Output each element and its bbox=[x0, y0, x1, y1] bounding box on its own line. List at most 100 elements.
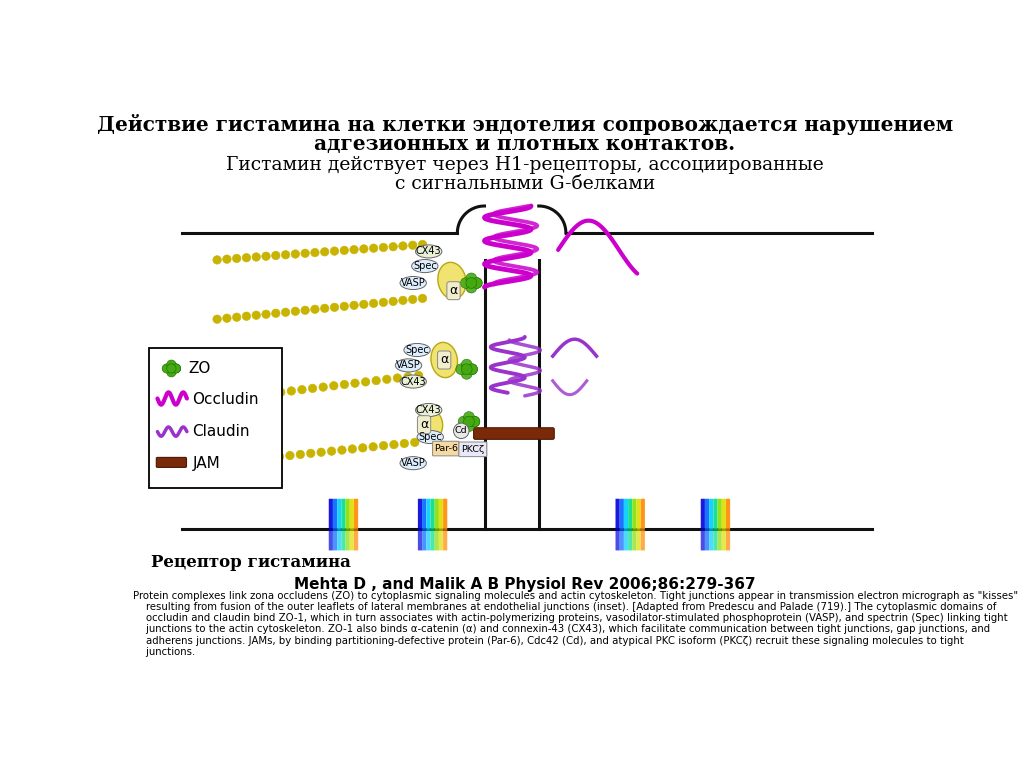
Text: VASP: VASP bbox=[400, 278, 426, 288]
Text: PKCζ: PKCζ bbox=[462, 445, 484, 454]
Circle shape bbox=[361, 377, 370, 386]
FancyBboxPatch shape bbox=[333, 528, 337, 551]
FancyBboxPatch shape bbox=[459, 442, 486, 456]
FancyBboxPatch shape bbox=[430, 499, 434, 529]
Circle shape bbox=[233, 457, 243, 466]
FancyBboxPatch shape bbox=[345, 499, 350, 529]
Ellipse shape bbox=[412, 259, 438, 272]
FancyBboxPatch shape bbox=[718, 499, 722, 529]
Circle shape bbox=[296, 450, 304, 459]
FancyBboxPatch shape bbox=[474, 428, 554, 439]
Circle shape bbox=[310, 305, 319, 314]
Circle shape bbox=[340, 246, 348, 255]
Text: CX43: CX43 bbox=[416, 405, 441, 415]
Text: с сигнальными G-белками: с сигнальными G-белками bbox=[394, 175, 655, 193]
Circle shape bbox=[469, 416, 480, 427]
Circle shape bbox=[213, 396, 221, 404]
Circle shape bbox=[232, 313, 241, 321]
Circle shape bbox=[461, 278, 471, 288]
FancyBboxPatch shape bbox=[337, 499, 341, 529]
FancyBboxPatch shape bbox=[637, 528, 641, 551]
Text: Claudin: Claudin bbox=[193, 424, 250, 439]
Text: VASP: VASP bbox=[396, 360, 421, 370]
Circle shape bbox=[418, 295, 427, 303]
Circle shape bbox=[330, 247, 339, 255]
Circle shape bbox=[245, 392, 253, 400]
Text: α: α bbox=[420, 418, 428, 431]
Circle shape bbox=[466, 273, 477, 284]
Text: VASP: VASP bbox=[400, 458, 426, 468]
Circle shape bbox=[255, 390, 264, 399]
Text: Occludin: Occludin bbox=[193, 392, 259, 407]
Circle shape bbox=[411, 438, 419, 446]
Ellipse shape bbox=[400, 276, 426, 290]
Circle shape bbox=[213, 315, 221, 324]
Circle shape bbox=[454, 423, 469, 439]
Circle shape bbox=[282, 251, 290, 259]
FancyBboxPatch shape bbox=[435, 528, 439, 551]
Text: ZO: ZO bbox=[188, 361, 211, 376]
Circle shape bbox=[464, 421, 474, 432]
Ellipse shape bbox=[431, 342, 458, 377]
Circle shape bbox=[400, 439, 409, 448]
Circle shape bbox=[469, 416, 480, 427]
Circle shape bbox=[379, 442, 388, 450]
FancyBboxPatch shape bbox=[628, 499, 632, 529]
Text: junctions to the actin cytoskeleton. ZO-1 also binds α-catenin (α) and connexin-: junctions to the actin cytoskeleton. ZO-… bbox=[133, 624, 990, 634]
Text: CX43: CX43 bbox=[416, 246, 441, 256]
Circle shape bbox=[301, 249, 309, 258]
FancyBboxPatch shape bbox=[633, 499, 637, 529]
Ellipse shape bbox=[418, 410, 442, 440]
FancyBboxPatch shape bbox=[329, 499, 333, 529]
FancyBboxPatch shape bbox=[350, 528, 354, 551]
FancyBboxPatch shape bbox=[722, 528, 726, 551]
Circle shape bbox=[370, 299, 378, 308]
Ellipse shape bbox=[416, 403, 442, 416]
Circle shape bbox=[389, 242, 397, 251]
Circle shape bbox=[291, 307, 300, 315]
Circle shape bbox=[222, 255, 231, 263]
FancyBboxPatch shape bbox=[637, 499, 641, 529]
Circle shape bbox=[275, 453, 284, 461]
Circle shape bbox=[393, 374, 401, 382]
Circle shape bbox=[418, 240, 427, 249]
Circle shape bbox=[262, 310, 270, 318]
FancyBboxPatch shape bbox=[432, 441, 459, 456]
FancyBboxPatch shape bbox=[615, 499, 620, 529]
Circle shape bbox=[351, 379, 359, 387]
Circle shape bbox=[271, 309, 281, 318]
Circle shape bbox=[321, 304, 329, 312]
FancyBboxPatch shape bbox=[354, 528, 358, 551]
Ellipse shape bbox=[403, 344, 430, 357]
Circle shape bbox=[167, 364, 176, 373]
Circle shape bbox=[222, 314, 231, 322]
FancyBboxPatch shape bbox=[435, 499, 439, 529]
Circle shape bbox=[415, 371, 423, 380]
FancyBboxPatch shape bbox=[422, 528, 426, 551]
Text: Действие гистамина на клетки эндотелия сопровождается нарушением: Действие гистамина на клетки эндотелия с… bbox=[96, 114, 953, 134]
Ellipse shape bbox=[400, 375, 426, 388]
Circle shape bbox=[167, 367, 176, 377]
Circle shape bbox=[255, 455, 263, 463]
Circle shape bbox=[464, 416, 474, 427]
Circle shape bbox=[471, 278, 482, 288]
FancyBboxPatch shape bbox=[333, 499, 337, 529]
FancyBboxPatch shape bbox=[641, 528, 645, 551]
Circle shape bbox=[213, 459, 221, 467]
Text: CX43: CX43 bbox=[400, 377, 426, 387]
Circle shape bbox=[252, 311, 260, 320]
Text: адгезионных и плотных контактов.: адгезионных и плотных контактов. bbox=[314, 133, 735, 153]
FancyBboxPatch shape bbox=[426, 499, 430, 529]
FancyBboxPatch shape bbox=[439, 528, 443, 551]
Circle shape bbox=[316, 448, 326, 456]
FancyBboxPatch shape bbox=[157, 457, 186, 467]
Text: junctions.: junctions. bbox=[133, 647, 196, 657]
FancyBboxPatch shape bbox=[700, 499, 705, 529]
FancyBboxPatch shape bbox=[341, 499, 345, 529]
Circle shape bbox=[287, 387, 296, 395]
Text: Par-6: Par-6 bbox=[434, 444, 458, 453]
FancyBboxPatch shape bbox=[615, 528, 620, 551]
FancyBboxPatch shape bbox=[624, 499, 628, 529]
Circle shape bbox=[271, 252, 281, 260]
FancyBboxPatch shape bbox=[418, 528, 422, 551]
